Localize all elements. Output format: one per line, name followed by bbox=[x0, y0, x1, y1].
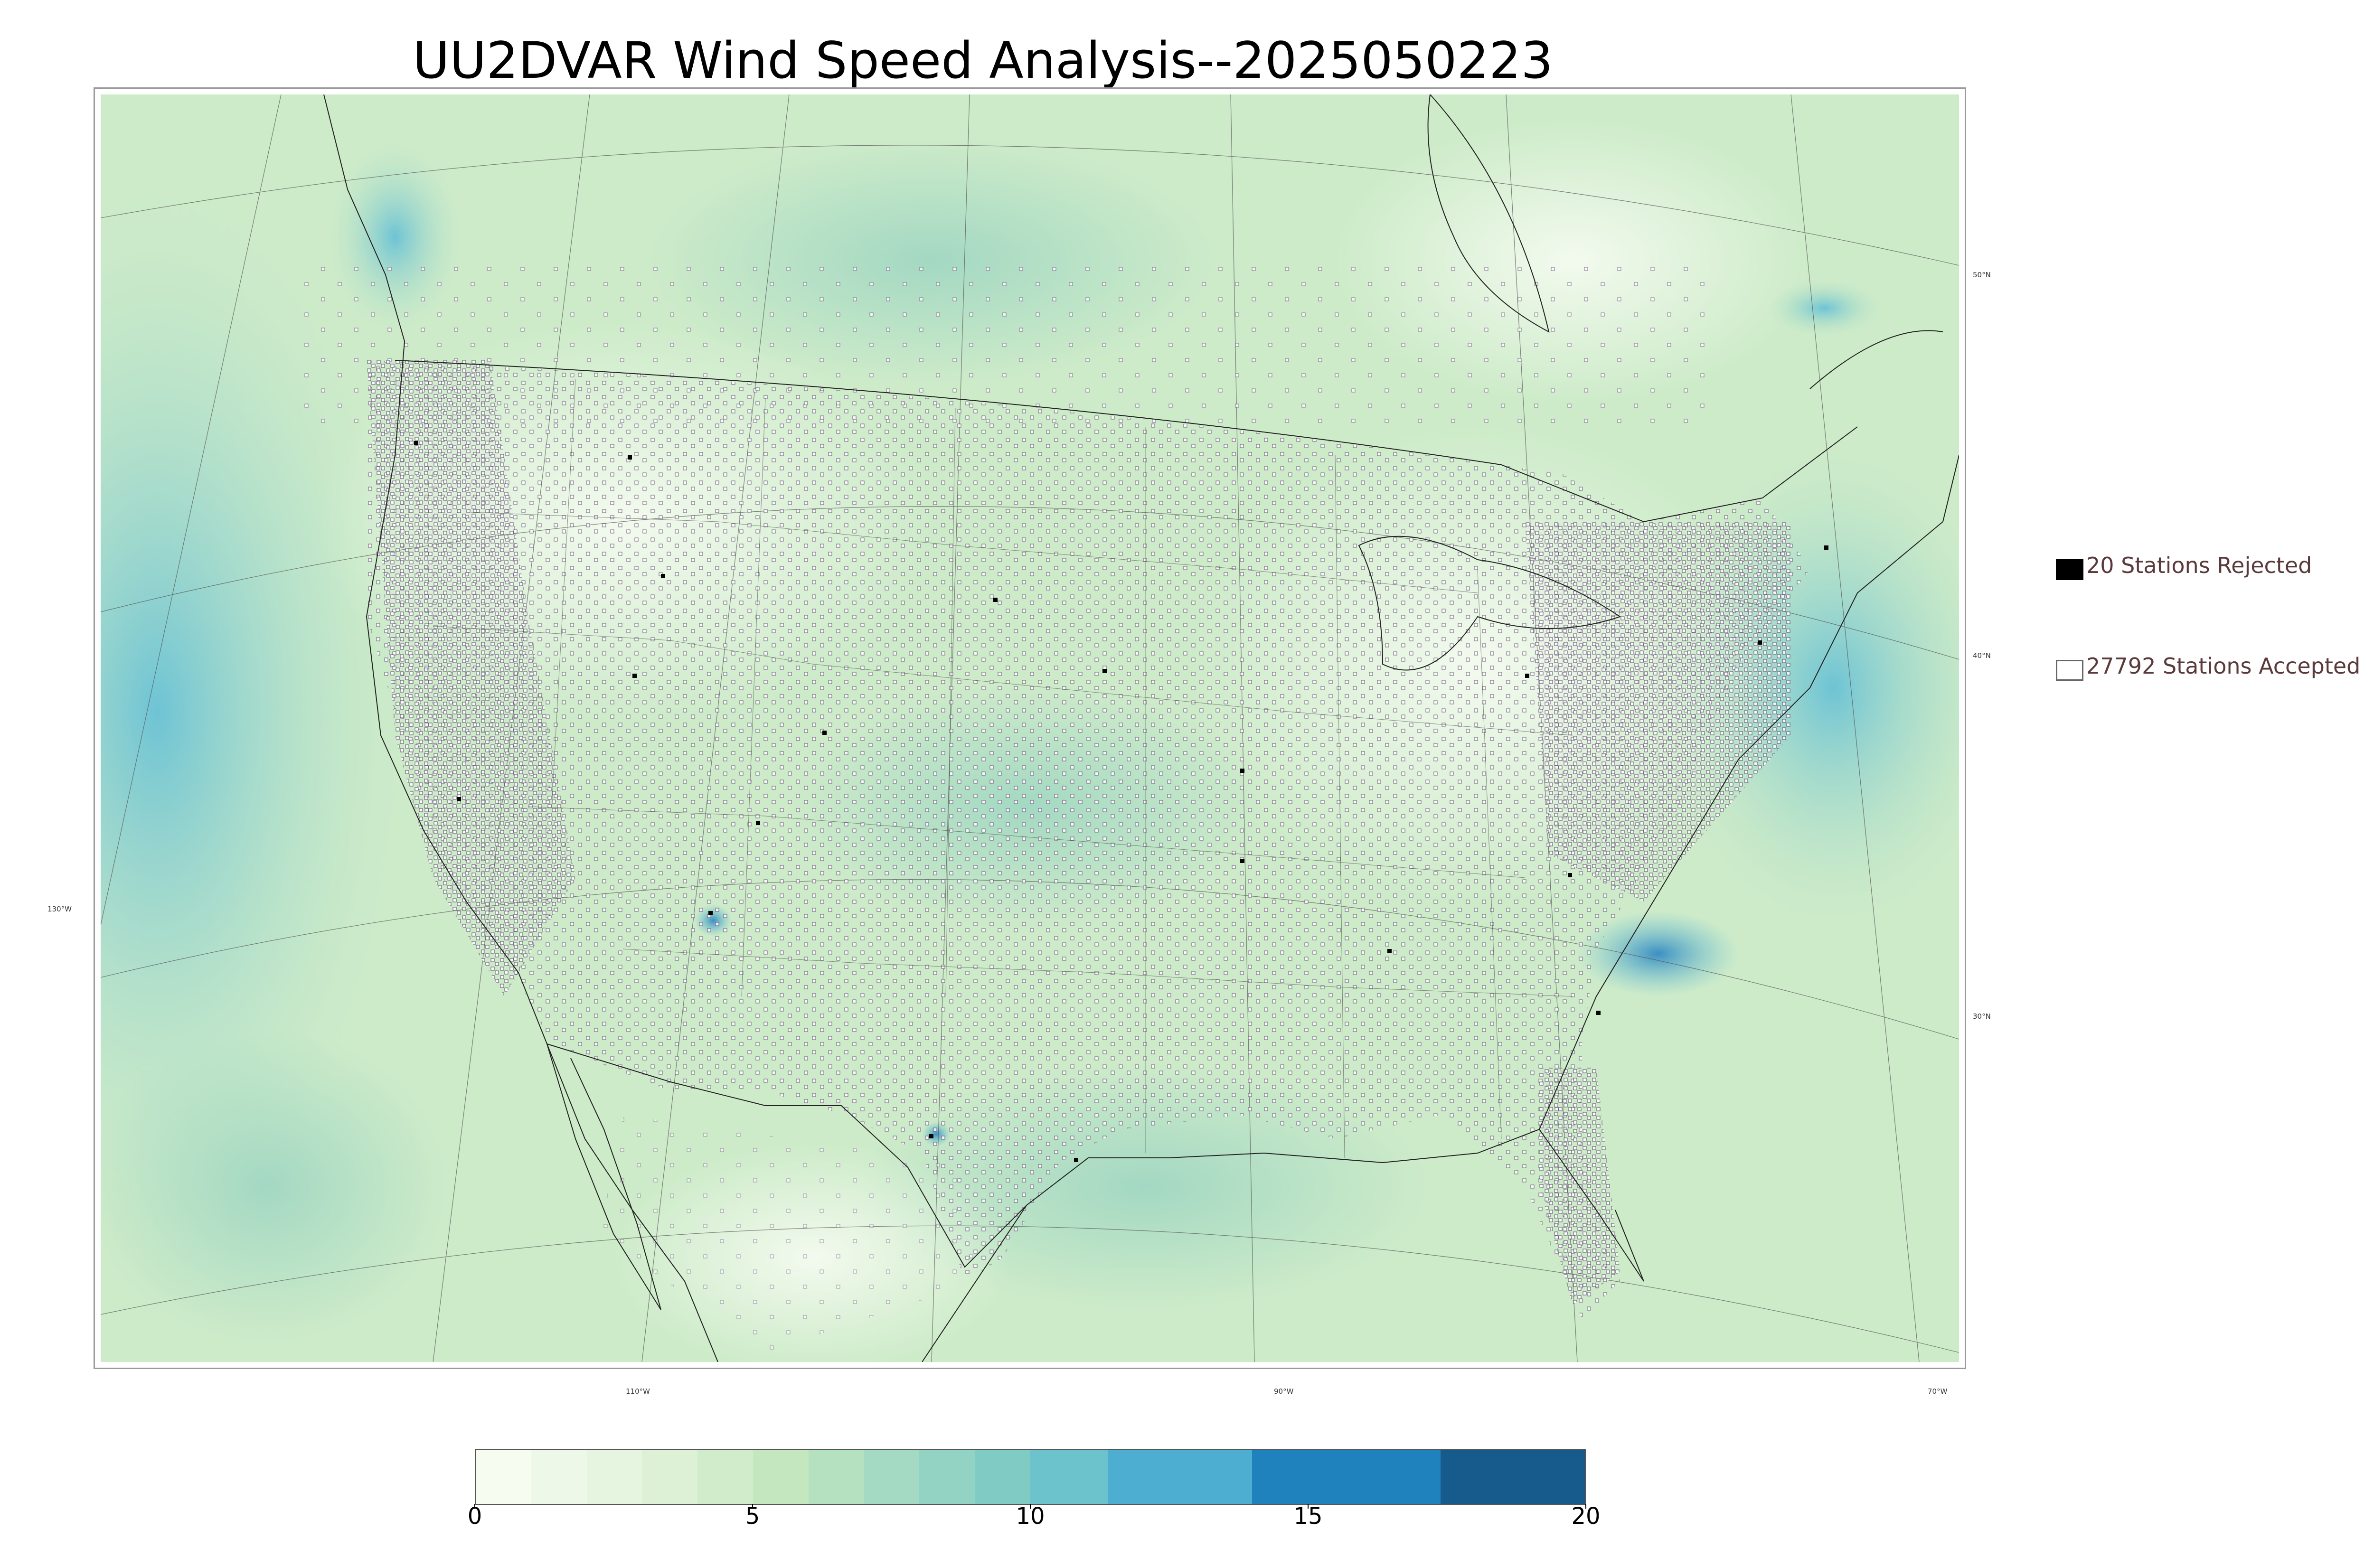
lon-label-70w: 70°W bbox=[1928, 1387, 1948, 1396]
colorbar-segment bbox=[919, 1450, 975, 1504]
rejected-station bbox=[628, 455, 632, 460]
colorbar-tick-label: 10 bbox=[1016, 1503, 1045, 1530]
lon-label-110w: 110°W bbox=[626, 1387, 650, 1396]
rejected-station bbox=[1824, 545, 1828, 550]
legend-accepted-swatch bbox=[2056, 660, 2083, 681]
east-coastline bbox=[1539, 455, 1959, 1130]
wind-field-pacific bbox=[101, 189, 405, 1234]
great-lakes bbox=[1358, 535, 1621, 671]
legend-accepted-label: 27792 Stations Accepted bbox=[2086, 653, 2361, 679]
legend-accepted: 27792 Stations Accepted bbox=[2056, 651, 2360, 681]
colorbar-segment bbox=[1030, 1450, 1108, 1504]
lon-label-90w: 90°W bbox=[1274, 1387, 1294, 1396]
colorbar-segment bbox=[864, 1450, 920, 1504]
hudson-bay bbox=[1427, 94, 1550, 333]
legend-rejected-label: 20 Stations Rejected bbox=[2086, 553, 2312, 578]
colorbar-segment bbox=[531, 1450, 587, 1504]
us-mexico-border bbox=[546, 1043, 1027, 1268]
colorbar-tick bbox=[1308, 1504, 1309, 1509]
colorbar-segment bbox=[1108, 1450, 1253, 1504]
canada-us-border bbox=[395, 360, 1858, 523]
colorbar-segment bbox=[808, 1450, 864, 1504]
colorbar-segment bbox=[476, 1450, 531, 1504]
lat-label-30n: 30°N bbox=[1973, 1012, 1991, 1021]
rejected-station bbox=[1758, 640, 1762, 645]
colorbar-segment bbox=[586, 1450, 642, 1504]
wind-field-great-lakes-north bbox=[1767, 280, 1881, 337]
lat-label-50n: 50°N bbox=[1973, 271, 1991, 279]
stations-dense-northeast bbox=[1525, 522, 1791, 901]
state-borders bbox=[433, 379, 1573, 1158]
gulf-coastline bbox=[922, 1128, 1644, 1362]
baja-peninsula bbox=[546, 1043, 661, 1310]
rejected-station bbox=[1102, 669, 1107, 673]
colorbar-segment bbox=[975, 1450, 1030, 1504]
wind-field-pacific-south bbox=[101, 1030, 447, 1343]
lat-label-40n: 40°N bbox=[1973, 651, 1991, 660]
colorbar-tick-label: 0 bbox=[467, 1503, 482, 1530]
stations-us bbox=[367, 360, 1810, 1319]
colorbar-tick bbox=[1030, 1504, 1031, 1509]
gulf-of-st-lawrence bbox=[1809, 330, 1943, 389]
rejected-station bbox=[1596, 1011, 1601, 1015]
colorbar-tick-label: 15 bbox=[1293, 1503, 1323, 1530]
colorbar-segment bbox=[642, 1450, 698, 1504]
colorbar-segment bbox=[1441, 1450, 1585, 1504]
meridian-70w bbox=[1790, 94, 1920, 1362]
legend-rejected-swatch bbox=[2056, 559, 2083, 580]
rejected-station bbox=[708, 911, 713, 915]
colorbar bbox=[475, 1449, 1586, 1505]
rejected-station bbox=[1525, 674, 1529, 678]
parallel-50n bbox=[101, 145, 1959, 266]
rejected-station bbox=[1240, 769, 1244, 773]
rejected-station bbox=[929, 1134, 933, 1138]
map-frame bbox=[94, 87, 1966, 1369]
lon-label-130w: 130°W bbox=[47, 905, 72, 913]
wind-field-atlantic-jet bbox=[1577, 911, 1739, 996]
stations-dense-west-coast bbox=[367, 360, 575, 996]
rejected-station bbox=[1240, 859, 1244, 863]
meridian-130w bbox=[101, 94, 282, 926]
page-title: UU2DVAR Wind Speed Analysis--2025050223 bbox=[413, 31, 1553, 90]
rejected-stations bbox=[414, 441, 1828, 1162]
rejected-station bbox=[1568, 873, 1572, 877]
rejected-station bbox=[822, 731, 827, 735]
parallel-20n bbox=[101, 1225, 1959, 1353]
rejected-station bbox=[1074, 1158, 1078, 1162]
boundaries bbox=[323, 94, 1959, 1362]
colorbar-tick bbox=[1585, 1504, 1586, 1509]
colorbar-tick-label: 20 bbox=[1571, 1503, 1601, 1530]
rejected-station bbox=[457, 797, 461, 801]
rejected-station bbox=[756, 821, 760, 825]
rejected-station bbox=[632, 674, 637, 678]
wind-speed-map bbox=[101, 94, 1959, 1362]
colorbar-tick-label: 5 bbox=[745, 1503, 760, 1530]
rejected-station bbox=[993, 598, 998, 602]
colorbar-segment bbox=[753, 1450, 809, 1504]
legend-rejected: 20 Stations Rejected bbox=[2056, 551, 2312, 580]
west-coastline bbox=[323, 94, 718, 1362]
colorbar-tick bbox=[474, 1504, 475, 1509]
stations-mexico bbox=[599, 1115, 979, 1352]
colorbar-tick bbox=[752, 1504, 753, 1509]
colorbar-segment bbox=[697, 1450, 753, 1504]
rejected-station bbox=[1387, 949, 1392, 953]
rejected-station bbox=[414, 441, 418, 445]
colorbar-segment bbox=[1252, 1450, 1441, 1504]
rejected-station bbox=[661, 574, 665, 578]
